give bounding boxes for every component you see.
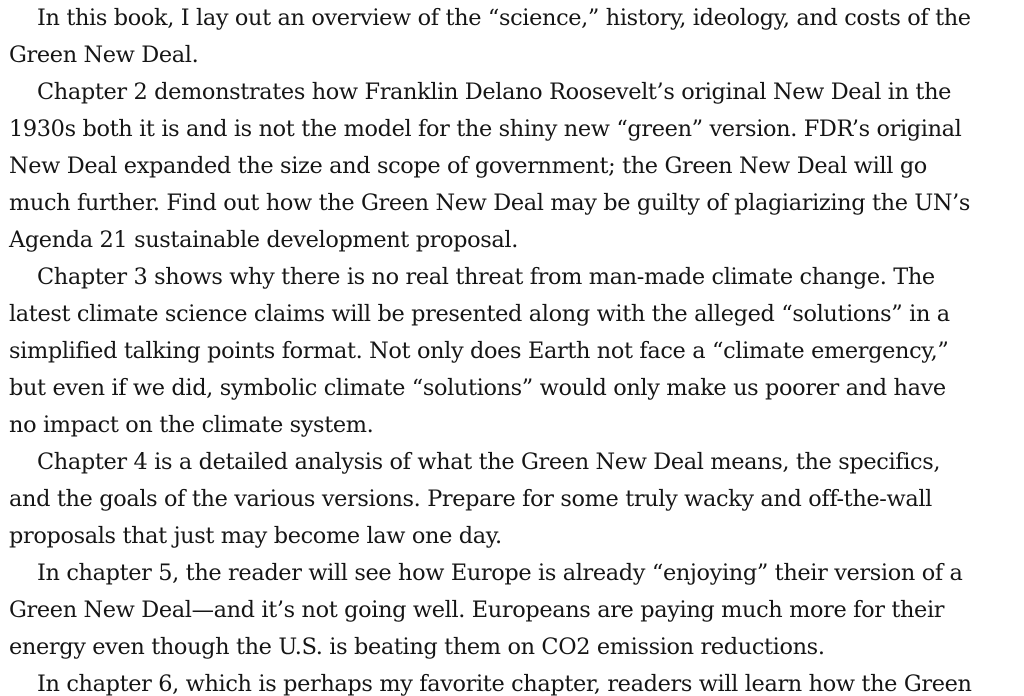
- paragraph-first-line: Chapter 4 is a detailed analysis of what…: [37, 449, 941, 475]
- paragraph-line: Agenda 21 sustainable development propos…: [9, 227, 518, 253]
- paragraph-line: latest climate science claims will be pr…: [9, 301, 950, 327]
- paragraph-first-line: In this book, I lay out an overview of t…: [37, 5, 971, 31]
- paragraph-line: proposals that just may become law one d…: [9, 523, 502, 549]
- paragraph-line: 1930s both it is and is not the model fo…: [9, 116, 962, 142]
- paragraph-first-line: In chapter 5, the reader will see how Eu…: [37, 560, 963, 586]
- paragraph-line: energy even though the U.S. is beating t…: [9, 634, 825, 660]
- paragraph-first-line: In chapter 6, which is perhaps my favori…: [37, 671, 972, 696]
- paragraph-first-line: Chapter 3 shows why there is no real thr…: [37, 264, 935, 290]
- paragraph-line: Green New Deal—and it’s not going well. …: [9, 597, 945, 623]
- paragraph-line: but even if we did, symbolic climate “so…: [9, 375, 946, 401]
- paragraph-line: Green New Deal.: [9, 42, 199, 68]
- paragraph-line: and the goals of the various versions. P…: [9, 486, 932, 512]
- paragraph-line: much further. Find out how the Green New…: [9, 190, 971, 216]
- paragraph-line: no impact on the climate system.: [9, 412, 374, 438]
- paragraph-line: New Deal expanded the size and scope of …: [9, 153, 927, 179]
- paragraph-line: simplified talking points format. Not on…: [9, 338, 949, 364]
- paragraph-first-line: Chapter 2 demonstrates how Franklin Dela…: [37, 79, 952, 105]
- body-text: In this book, I lay out an overview of t…: [9, 0, 1019, 696]
